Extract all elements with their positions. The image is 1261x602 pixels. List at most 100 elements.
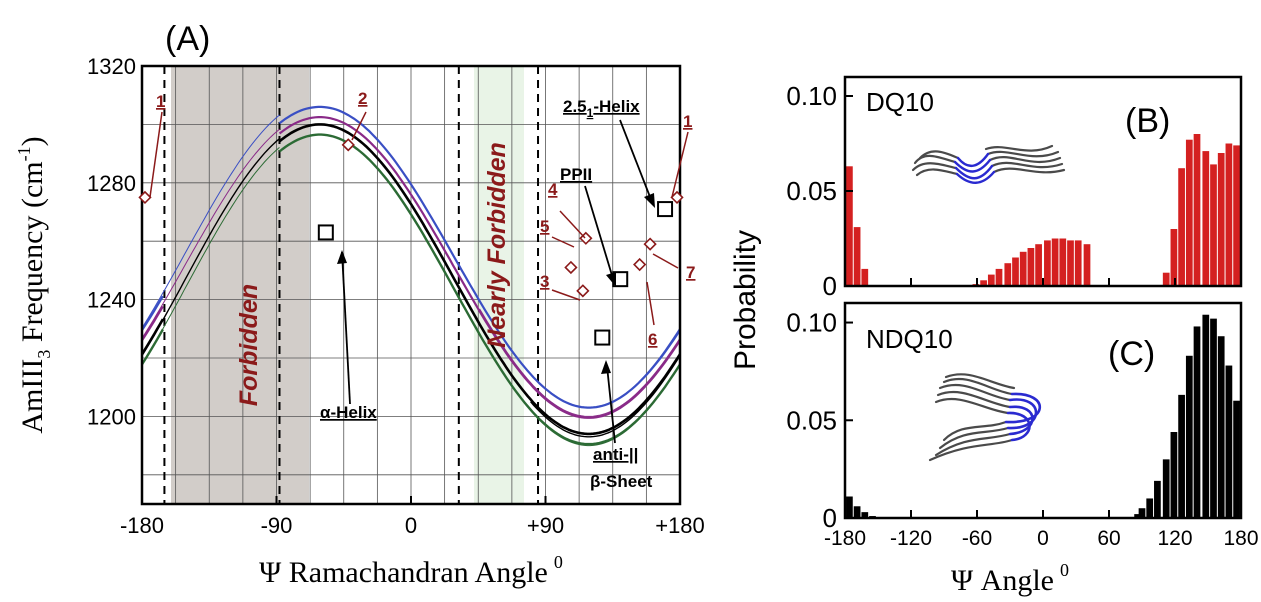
diamond-marker-7 <box>643 237 657 251</box>
x-tick-label: 60 <box>1097 527 1120 550</box>
frequency-curve-5 <box>142 128 280 339</box>
histogram-bar <box>1074 240 1082 286</box>
pointer-6 <box>646 281 655 326</box>
histogram-bars-b <box>846 134 1240 286</box>
ndq10-turn-4 <box>1006 411 1031 442</box>
alpha-helix-label: α-Helix <box>320 403 377 422</box>
x-tick-label: -60 <box>962 527 992 550</box>
diamond-marker-1 <box>670 190 684 205</box>
diamond-marker-6 <box>633 257 647 272</box>
forbidden-region <box>171 66 309 504</box>
ndq10-top-3 <box>942 377 1014 396</box>
histogram-bar <box>846 166 853 286</box>
histogram-bar <box>1012 257 1019 286</box>
nearly-forbidden-region <box>474 66 524 504</box>
histogram-bar <box>1202 151 1210 286</box>
marker-label-5: 5 <box>540 217 549 236</box>
histogram-bar <box>1178 168 1185 286</box>
anti-sheet-arrow <box>606 365 616 444</box>
dq10-strand-7 <box>986 150 1060 158</box>
frequency-curve-7 <box>530 364 680 447</box>
inset-label-ndq10: NDQ10 <box>866 324 953 354</box>
histogram-bar <box>1027 248 1035 286</box>
dq10-strand-4 <box>918 150 960 160</box>
helix-251-label: 2.51-Helix <box>563 97 640 120</box>
histogram-bar <box>861 268 869 286</box>
y-tick-label: 0.10 <box>786 308 837 338</box>
x-axis-title-a: Ψ Ramachandran Angle 0 <box>259 552 563 589</box>
histogram-bars-c <box>846 314 1240 518</box>
x-tick-label: 180 <box>1223 527 1258 550</box>
panel-label-a: (A) <box>165 20 210 58</box>
histogram-bar <box>853 506 861 518</box>
histogram-bar <box>1225 365 1233 518</box>
pointer-2 <box>351 111 367 141</box>
x-tick-label: 0 <box>1037 527 1049 550</box>
ndq10-top-1 <box>938 383 1012 402</box>
square-marker <box>594 329 611 346</box>
dq10-strand-3 <box>915 168 959 177</box>
diamond-marker-2 <box>341 138 355 152</box>
panel-b: 0 0.05 0.10 DQ10 (B) <box>786 75 1243 301</box>
histogram-bar <box>1210 318 1217 518</box>
dq10-core-3 <box>955 170 996 184</box>
marker-label-3: 3 <box>540 272 549 291</box>
panel-a: -180 -90 0 +90 +180 1200 1240 1280 1320 (A) Forb… <box>14 20 705 589</box>
histogram-bar <box>846 496 853 518</box>
histogram-bar <box>1210 164 1217 286</box>
marker-label-6: 6 <box>648 330 657 349</box>
ndq10-top-2 <box>936 390 1012 409</box>
y-tick-label: 0.05 <box>786 405 837 435</box>
ppii-arrowhead <box>606 272 616 287</box>
ndq10-bottom-1 <box>938 426 1010 450</box>
y-axis-title-c: Probability <box>729 230 762 370</box>
x-tick-label-a: +90 <box>527 513 564 538</box>
pointer-4 <box>559 210 586 239</box>
ndq10-bottom-4 <box>928 438 1014 462</box>
frequency-curve-5 <box>479 308 680 417</box>
panel-label-b: (B) <box>1125 102 1170 140</box>
alpha-helix-arrowhead <box>337 250 347 264</box>
panel-label-c: (C) <box>1108 335 1155 373</box>
ppii-arrow <box>584 185 615 283</box>
histogram-bar <box>1193 326 1201 518</box>
histogram-bar <box>853 227 861 286</box>
pointer-5 <box>551 236 575 248</box>
x-tick-label: 120 <box>1157 527 1192 550</box>
diamond-marker-3 <box>576 284 590 298</box>
y-tick-label-a: 1280 <box>87 171 136 196</box>
y-tick-label: 0 <box>823 271 837 301</box>
histogram-bar <box>1185 139 1193 286</box>
diamond-marker-5 <box>564 260 578 275</box>
frequency-curve-2 <box>142 305 164 342</box>
y-tick-label: 0 <box>823 503 837 533</box>
frequency-curve-1 <box>539 327 680 409</box>
histogram-bar <box>1051 238 1059 286</box>
ndq10-bottom-2 <box>934 432 1012 457</box>
inset-label-dq10: DQ10 <box>866 87 934 117</box>
frequency-curve-2 <box>278 116 680 419</box>
histogram-bar <box>1019 251 1027 286</box>
square-marker <box>657 201 674 218</box>
frequency-curves <box>142 105 680 447</box>
frequency-curve-6 <box>530 355 680 438</box>
dq10-strand-1 <box>913 154 957 165</box>
anti-sheet-arrowhead <box>601 360 611 374</box>
helix-251-arrow <box>619 119 653 203</box>
histogram-bar <box>1193 134 1201 286</box>
pointer-1-left <box>149 111 163 198</box>
histogram-bar <box>1059 238 1067 286</box>
panel-c: 0 0.05 0.10 -180 -120 -60 0 60 120 180 NDQ10 (C) <box>729 230 1259 597</box>
anti-sheet-label-1: anti-|| <box>593 445 638 464</box>
x-tick-label: -120 <box>890 527 932 550</box>
histogram-bar <box>1233 145 1240 286</box>
histogram-bar <box>1146 498 1154 518</box>
marker-label-7: 7 <box>686 263 695 282</box>
histogram-bar <box>1067 240 1074 286</box>
histogram-bar <box>1044 240 1051 286</box>
pointer-3 <box>551 289 581 301</box>
frequency-curve-0 <box>142 295 164 331</box>
forbidden-label: Forbidden <box>235 284 263 406</box>
y-axis-title-a: AmIII3 Frequency (cm-1) <box>14 136 54 433</box>
histogram-bar <box>1134 514 1141 518</box>
